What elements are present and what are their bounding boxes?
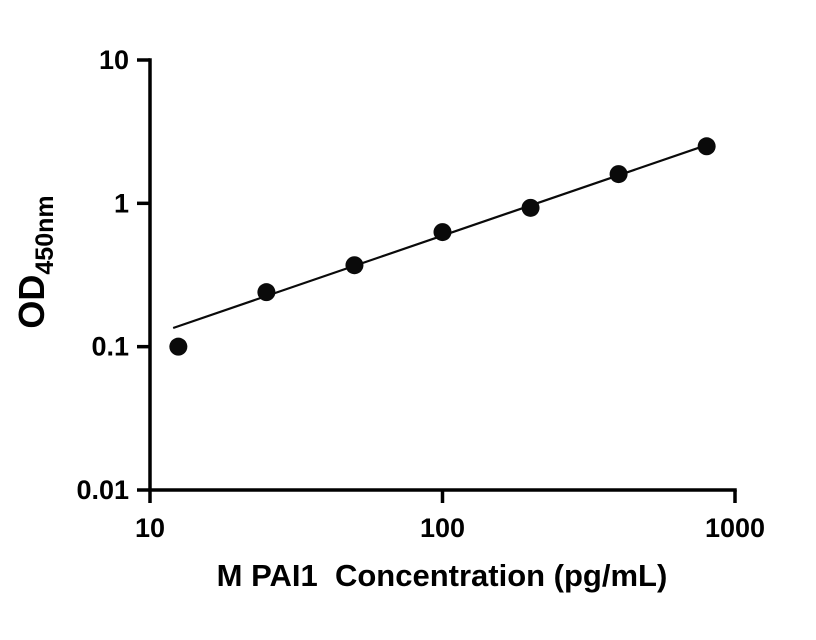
- x-tick-label: 100: [420, 513, 465, 543]
- data-point: [257, 283, 276, 302]
- data-point: [433, 223, 452, 242]
- y-axis-title: OD450nm: [11, 195, 59, 328]
- x-axis-title: M PAI1 Concentration (pg/mL): [217, 558, 668, 593]
- data-point: [521, 198, 540, 217]
- y-axis-title-subscript: 450nm: [31, 195, 59, 274]
- y-tick-label: 1: [114, 188, 129, 218]
- data-point: [697, 137, 716, 156]
- y-axis-title-main: OD: [11, 275, 52, 329]
- data-point: [345, 256, 364, 275]
- axis-spine: [148, 58, 737, 492]
- data-point: [609, 165, 628, 184]
- x-tick-label: 1000: [705, 513, 765, 543]
- y-tick-label: 0.01: [76, 475, 129, 505]
- x-tick-label: 10: [135, 513, 165, 543]
- data-point: [169, 337, 188, 356]
- y-tick-label: 0.1: [91, 332, 129, 362]
- y-tick-label: 10: [99, 45, 129, 75]
